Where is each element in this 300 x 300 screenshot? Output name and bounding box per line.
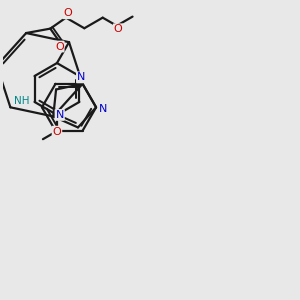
Text: NH: NH: [14, 96, 29, 106]
Text: N: N: [77, 72, 85, 82]
Text: O: O: [52, 127, 61, 137]
Text: O: O: [114, 24, 123, 34]
Text: N: N: [56, 110, 64, 120]
Text: N: N: [98, 104, 107, 114]
Text: O: O: [63, 8, 72, 18]
Text: O: O: [55, 41, 64, 52]
